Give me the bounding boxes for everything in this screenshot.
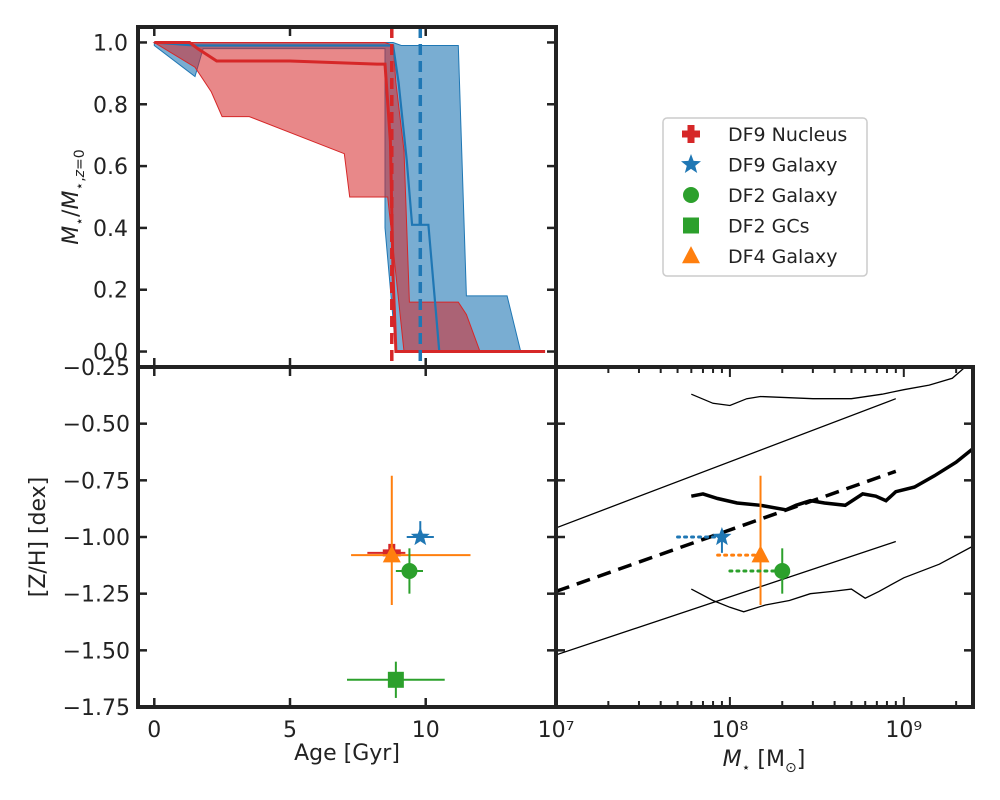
top-y-tick-label: 0.2 (93, 279, 128, 304)
bottom-right-x-axis-label: M⋆ [M⊙] (723, 747, 806, 776)
point-df4-galaxy (716, 475, 770, 605)
legend-circle-icon (683, 187, 699, 203)
bottom-right-ticks: 10⁷ 10⁸ 10⁹ (538, 365, 973, 743)
relation-scatter-line-1 (556, 540, 897, 656)
bl-x-tick-label: 10 (412, 718, 440, 743)
top-y-tick-label: 0.4 (93, 217, 128, 242)
legend-label: DF2 Galaxy (728, 185, 837, 207)
legend-triangle-icon (682, 246, 700, 264)
bl-y-tick-label: −1.50 (63, 639, 130, 664)
bottom-right-frame (554, 365, 975, 709)
bl-y-tick-label: −1.75 (63, 696, 130, 721)
top-y-tick-label: 1.0 (93, 31, 128, 56)
red-median-line (154, 41, 546, 353)
bl-y-tick-label: −0.75 (63, 469, 130, 494)
bottom-left-x-axis-label: Age [Gyr] (294, 741, 400, 766)
legend-items: DF9 Nucleus DF9 Galaxy DF2 Galaxy DF2 GCs DF… (681, 124, 847, 268)
legend-label: DF9 Galaxy (728, 155, 837, 177)
bottom-right-panel: 10⁷ 10⁸ 10⁹ M⋆ [M⊙] (538, 365, 975, 776)
bl-x-tick-label: 5 (283, 718, 297, 743)
bl-y-tick-label: −0.25 (63, 356, 130, 381)
top-y-tick-label: 0.0 (93, 341, 128, 366)
legend: DF9 Nucleus DF9 Galaxy DF2 Galaxy DF2 GCs DF… (662, 117, 868, 277)
bl-y-tick-label: −0.50 (63, 413, 130, 438)
df2-gcs-marker (387, 671, 404, 688)
age-markers (390, 27, 423, 367)
point-df9-galaxy (676, 527, 732, 553)
point-df9-galaxy (406, 521, 434, 546)
bottom-left-panel: −1.75 −1.50 −1.25 −1.00 −0.75 −0.50 −0.25 0 5 10… (26, 356, 558, 766)
top-plot-area (152, 41, 546, 353)
legend-box (662, 117, 868, 277)
legend-star-icon (681, 154, 701, 173)
point-df2-galaxy (395, 548, 423, 594)
legend-label: DF4 Galaxy (728, 246, 837, 268)
lower-envelope-line (690, 545, 973, 613)
bl-x-tick-label: 0 (147, 718, 161, 743)
top-y-tick-label: 0.6 (93, 155, 128, 180)
top-y-ticks: 0.0 0.2 0.4 0.6 0.8 1.0 (93, 27, 556, 367)
top-panel: 0.0 0.2 0.4 0.6 0.8 1.0 M⋆/M⋆,z=0 (59, 25, 558, 369)
legend-item-df9-nucleus: DF9 Nucleus (682, 124, 847, 146)
df2-galaxy-marker (401, 563, 418, 579)
df2-galaxy-marker (774, 563, 791, 579)
point-df2-galaxy (728, 548, 791, 594)
bottom-left-frame (136, 365, 558, 709)
median-relation-line (690, 447, 973, 512)
top-y-tick-label: 0.8 (93, 93, 128, 118)
df4-galaxy-marker (382, 545, 401, 563)
mass-metallicity-fit-line (556, 469, 897, 594)
br-x-tick-label: 10⁹ (885, 718, 922, 743)
df4-galaxy-marker (751, 545, 770, 563)
bottom-left-y-ticks: −1.75 −1.50 −1.25 −1.00 −0.75 −0.50 −0.25 (63, 356, 556, 721)
df9-galaxy-marker (712, 527, 732, 546)
bl-y-tick-label: −1.25 (63, 583, 130, 608)
legend-item-df9-galaxy: DF9 Galaxy (681, 154, 837, 177)
blue-median-line (154, 41, 453, 353)
legend-label: DF9 Nucleus (728, 124, 847, 146)
point-df4-galaxy (351, 475, 471, 605)
df9-galaxy-marker (410, 527, 430, 546)
legend-square-icon (683, 217, 699, 234)
upper-envelope-line (691, 367, 967, 407)
mass-metallicity-plot (556, 367, 973, 656)
bl-y-tick-label: −1.00 (63, 526, 130, 551)
legend-plus-icon (682, 125, 700, 143)
bottom-left-x-ticks: 0 5 10 (147, 367, 440, 743)
relation-scatter-line-0 (556, 398, 897, 529)
bottom-left-y-axis-label: [Z/H] [dex] (26, 477, 51, 597)
legend-item-df4-galaxy: DF4 Galaxy (682, 246, 837, 268)
age-metallicity-plot (347, 475, 471, 698)
point-df2-gcs (347, 661, 445, 698)
legend-item-df2-galaxy: DF2 Galaxy (683, 185, 837, 207)
legend-item-df2-gcs: DF2 GCs (683, 216, 810, 238)
br-x-tick-label: 10⁸ (711, 718, 748, 743)
top-y-axis-label: M⋆/M⋆,z=0 (59, 149, 88, 244)
br-x-tick-label: 10⁷ (538, 718, 575, 743)
legend-label: DF2 GCs (728, 216, 810, 238)
